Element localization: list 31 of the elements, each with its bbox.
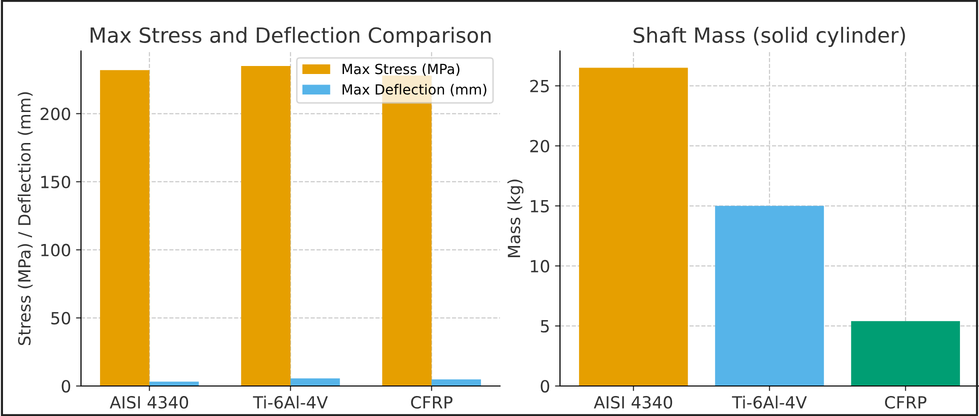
y-tick-label: 10 <box>530 260 550 272</box>
chart-title: Shaft Mass (solid cylinder) <box>634 26 905 47</box>
y-tick-label: 0 <box>540 380 550 393</box>
y-tick-label: 5 <box>540 320 549 333</box>
bar <box>290 378 340 386</box>
y-tick-label: 150 <box>41 176 70 188</box>
y-axis-title: Stress (MPa) / Deflection (mm) <box>18 92 33 346</box>
x-tick-label: Ti-6Al-4V <box>252 396 328 409</box>
x-tick-label: CFRP <box>885 396 926 409</box>
y-tick-label: 50 <box>51 312 70 324</box>
bar <box>432 379 481 386</box>
chart-title: Max Stress and Deflection Comparison <box>90 26 491 47</box>
bar <box>851 321 960 386</box>
bar <box>579 68 688 386</box>
y-axis-title: Mass (kg) <box>507 180 524 258</box>
legend-label: Max Stress (MPa) <box>342 64 460 76</box>
bar <box>149 382 199 386</box>
bar <box>241 66 290 386</box>
x-tick-label: CFRP <box>411 396 452 409</box>
y-tick-label: 100 <box>41 244 70 256</box>
x-tick-label: AISI 4340 <box>594 396 672 409</box>
y-tick-label: 15 <box>530 200 549 212</box>
y-tick-label: 20 <box>530 140 550 152</box>
bar <box>715 206 824 386</box>
y-tick-label: 0 <box>62 380 70 393</box>
x-tick-label: AISI 4340 <box>110 396 188 409</box>
x-tick-label: Ti-6Al-4V <box>732 396 807 409</box>
legend-label: Max Deflection (mm) <box>342 84 486 96</box>
bar <box>100 70 150 386</box>
y-tick-label: 200 <box>40 108 70 120</box>
y-tick-label: 25 <box>530 80 549 92</box>
